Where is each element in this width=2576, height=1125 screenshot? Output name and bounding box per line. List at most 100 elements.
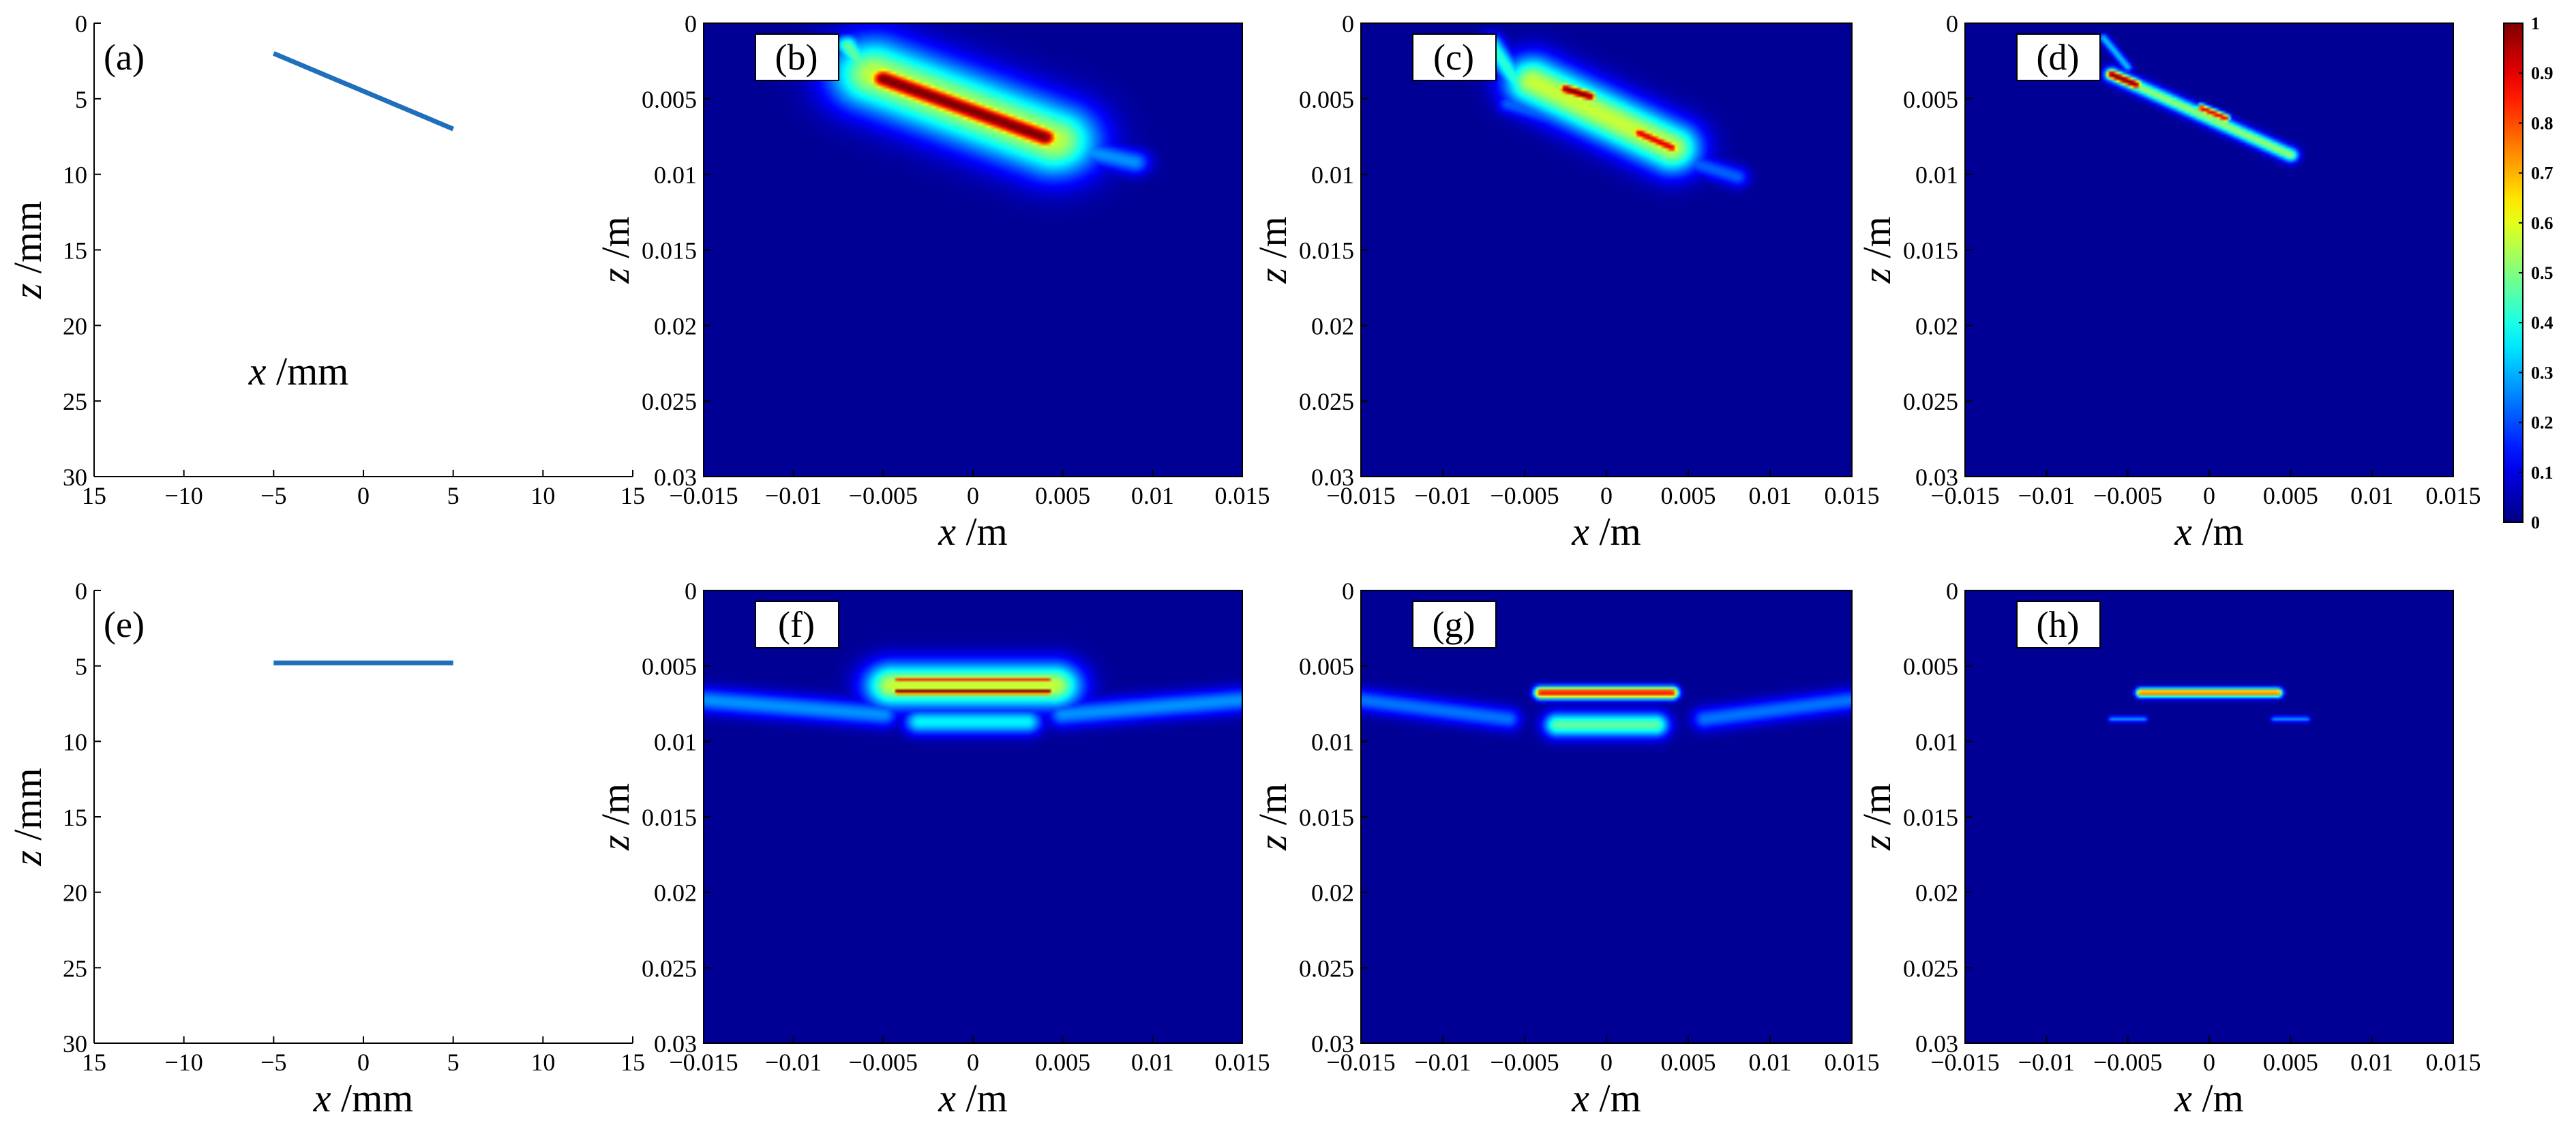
- panel-label: (h): [2037, 604, 2080, 645]
- x-tick-label: 15: [82, 482, 106, 509]
- x-axis-label-unit: /m: [2192, 1076, 2244, 1120]
- y-tick-label: 0: [1342, 578, 1354, 605]
- x-tick-label: 0.015: [1215, 482, 1270, 509]
- x-axis-label-unit: /mm: [331, 1076, 413, 1120]
- x-tick-label: −0.015: [1326, 482, 1395, 509]
- y-axis-label: z /m: [593, 783, 638, 851]
- y-axis-label: z /m: [1855, 216, 1899, 284]
- y-tick-label: 0.015: [1903, 237, 1958, 265]
- y-tick-label: 0.025: [642, 388, 697, 415]
- y-tick-label: 0.02: [654, 880, 697, 907]
- y-tick-label: 25: [63, 955, 87, 982]
- y-tick-label: 0.03: [1915, 464, 1958, 491]
- y-tick-label: 30: [63, 464, 87, 491]
- x-tick-label: −0.005: [1490, 1049, 1559, 1076]
- x-tick-label: −10: [165, 482, 203, 509]
- y-axis-label-var: z: [5, 284, 50, 300]
- colorbar-tick-label: 0.8: [2531, 113, 2553, 133]
- y-axis-label-unit: /m: [1250, 783, 1295, 835]
- y-tick-label: 15: [63, 237, 87, 265]
- x-tick-label: −0.01: [1414, 482, 1471, 509]
- x-axis-label-var: x: [2174, 509, 2192, 554]
- y-tick-label: 0.025: [1299, 955, 1354, 982]
- x-axis-label: x /m: [938, 509, 1007, 554]
- x-axis-label-var: x: [248, 349, 267, 393]
- x-tick-label: 0.01: [2350, 482, 2393, 509]
- x-tick-label: −0.005: [849, 482, 918, 509]
- colorbar-tick-label: 0.2: [2531, 413, 2553, 433]
- x-tick-label: −0.01: [765, 482, 822, 509]
- x-tick-label: 15: [82, 1049, 106, 1076]
- y-axis-label-var: z: [1855, 835, 1899, 852]
- panel-d: −0.015 −0.01 −0.005 0 0.005 0.01 0.015 0 0.005 0.…: [1855, 10, 2481, 554]
- heatmap-image: [704, 590, 1242, 1043]
- x-tick-label: 0.015: [1825, 1049, 1880, 1076]
- x-tick-label: 15: [620, 1049, 645, 1076]
- y-tick-label: 0.02: [654, 312, 697, 340]
- panel-h: −0.015 −0.01 −0.005 0 0.005 0.01 0.015 0 0.005 0.…: [1855, 578, 2481, 1120]
- heatmap-image: [704, 23, 1242, 477]
- y-axis-label-unit: /m: [1855, 216, 1899, 268]
- panel-label: (c): [1433, 37, 1474, 78]
- y-tick-label: 0: [75, 10, 87, 38]
- x-tick-label: 0.005: [2263, 1049, 2318, 1076]
- colorbar-tick-label: 0: [2531, 513, 2540, 532]
- y-tick-label: 15: [63, 804, 87, 831]
- x-tick-label: −0.01: [2018, 1049, 2075, 1076]
- colorbar: 1 0.9 0.8 0.7 0.6 0.5 0.4 0.3 0.2 0.1 0: [2503, 14, 2553, 532]
- panel-label-box: [1412, 601, 1497, 648]
- panel-label: (f): [778, 604, 815, 645]
- y-tick-label: 10: [63, 728, 87, 755]
- x-tick-label: 0.005: [1035, 482, 1090, 509]
- y-tick-label: 0.03: [654, 1030, 697, 1058]
- y-tick-label: 0.015: [642, 237, 697, 265]
- y-axis-label: z /m: [1250, 216, 1295, 284]
- y-axis-label-unit: /mm: [5, 768, 50, 850]
- x-axis-label-var: x: [938, 509, 956, 554]
- panel-label: (g): [1433, 604, 1476, 645]
- colorbar-tick-label: 0.9: [2531, 63, 2553, 83]
- x-axis-label: x /m: [1571, 1076, 1641, 1120]
- panel-label-box: [1412, 33, 1497, 81]
- colorbar-tick-label: 0.4: [2531, 313, 2553, 333]
- colorbar-tick-label: 0.6: [2531, 213, 2553, 233]
- x-tick-label: 0: [1600, 1049, 1613, 1076]
- panel-b: −0.015 −0.01 −0.005 0 0.005 0.01 0.015 0 0.005 0.…: [593, 10, 1270, 554]
- y-tick-label: 0.005: [642, 653, 697, 680]
- x-axis-label-var: x: [2174, 1076, 2192, 1120]
- panel-c: −0.015 −0.01 −0.005 0 0.005 0.01 0.015 0 0.005 0.…: [1250, 10, 1880, 554]
- y-tick-label: 0.03: [1311, 464, 1354, 491]
- y-tick-label: 0: [685, 10, 697, 38]
- x-tick-label: 0: [1600, 482, 1613, 509]
- x-tick-label: 0: [2203, 1049, 2215, 1076]
- y-tick-label: 0.03: [654, 464, 697, 491]
- y-axis-label-var: z: [5, 850, 50, 867]
- y-tick-label: 0.005: [642, 86, 697, 113]
- y-axis-label-var: z: [1250, 835, 1295, 852]
- x-axis-label: x /m: [938, 1076, 1007, 1120]
- x-axis-label-var: x: [313, 1076, 331, 1120]
- y-tick-label: 0.015: [1903, 804, 1958, 831]
- x-tick-label: 15: [620, 482, 645, 509]
- heatmap-image: [1965, 23, 2453, 477]
- y-tick-label: 0.02: [1311, 880, 1354, 907]
- y-tick-label: 0.01: [1311, 162, 1354, 189]
- x-axis-label: x /m: [1571, 509, 1641, 554]
- x-tick-label: 0.005: [2263, 482, 2318, 509]
- x-tick-label: −0.015: [1930, 1049, 1999, 1076]
- series-line: [272, 51, 455, 132]
- y-tick-label: 30: [63, 1030, 87, 1058]
- x-tick-label: −0.005: [2093, 1049, 2162, 1076]
- x-tick-label: −0.005: [849, 1049, 918, 1076]
- x-tick-label: 0: [357, 1049, 370, 1076]
- y-tick-label: 0.03: [1915, 1030, 1958, 1058]
- y-axis-label-unit: /m: [1250, 216, 1295, 268]
- x-tick-label: 0.005: [1661, 1049, 1716, 1076]
- x-tick-label: −0.005: [1490, 482, 1559, 509]
- x-axis-label-var: x: [938, 1076, 956, 1120]
- x-axis-label-var: x: [1571, 1076, 1589, 1120]
- x-axis-label-unit: /m: [956, 509, 1008, 554]
- x-tick-label: −5: [260, 482, 286, 509]
- y-axis-label-var: z: [1250, 268, 1295, 284]
